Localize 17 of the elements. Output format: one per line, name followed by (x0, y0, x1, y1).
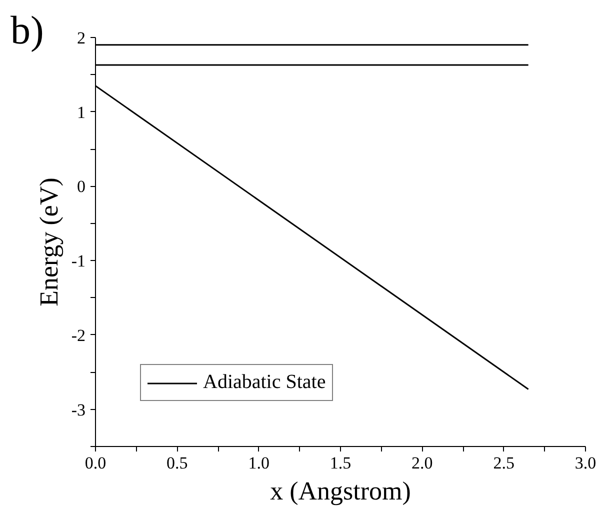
y-tick-label: 1 (77, 102, 86, 122)
y-tick-label: 2 (77, 28, 86, 48)
x-tick-label: 1.5 (330, 454, 352, 472)
y-tick-label: 0 (77, 177, 86, 196)
y-tick-label: -1 (71, 252, 86, 271)
x-tick-label: 0.0 (84, 454, 106, 472)
y-tick-label: -3 (71, 400, 86, 420)
text: b) (10, 8, 44, 52)
x-tick-label: 2.5 (493, 454, 514, 472)
y-tick-label: -2 (71, 326, 86, 345)
y-axis-title: Energy (eV) (34, 178, 64, 306)
legend-label: Adiabatic State (203, 371, 326, 394)
x-tick-label: 2.0 (412, 454, 433, 472)
x-tick-label: 1.0 (248, 454, 270, 472)
x-tick-label: 0.5 (166, 454, 188, 472)
x-axis-title: x (Angstrom) (270, 476, 411, 506)
x-tick-label: 3.0 (574, 454, 596, 472)
